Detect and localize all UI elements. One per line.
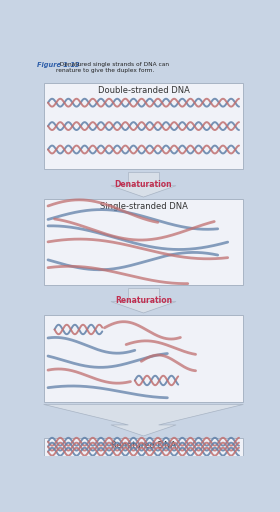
Bar	[44, 438, 243, 456]
Text: Denaturation: Denaturation	[115, 180, 172, 189]
Polygon shape	[44, 404, 243, 436]
Bar	[44, 314, 243, 402]
Polygon shape	[111, 186, 176, 197]
Polygon shape	[111, 302, 176, 313]
Text: Denatured single strands of DNA can
renature to give the duplex form.: Denatured single strands of DNA can rena…	[56, 62, 169, 73]
Bar	[44, 83, 243, 169]
Bar	[128, 288, 159, 302]
Text: Figure 1.13: Figure 1.13	[37, 62, 80, 68]
Text: Double-stranded DNA: Double-stranded DNA	[97, 86, 190, 95]
Text: Renatured DNA: Renatured DNA	[111, 441, 176, 450]
Bar	[44, 199, 243, 285]
Text: Single-stranded DNA: Single-stranded DNA	[100, 202, 187, 211]
Bar	[128, 172, 159, 186]
Text: Renaturation: Renaturation	[115, 296, 172, 305]
